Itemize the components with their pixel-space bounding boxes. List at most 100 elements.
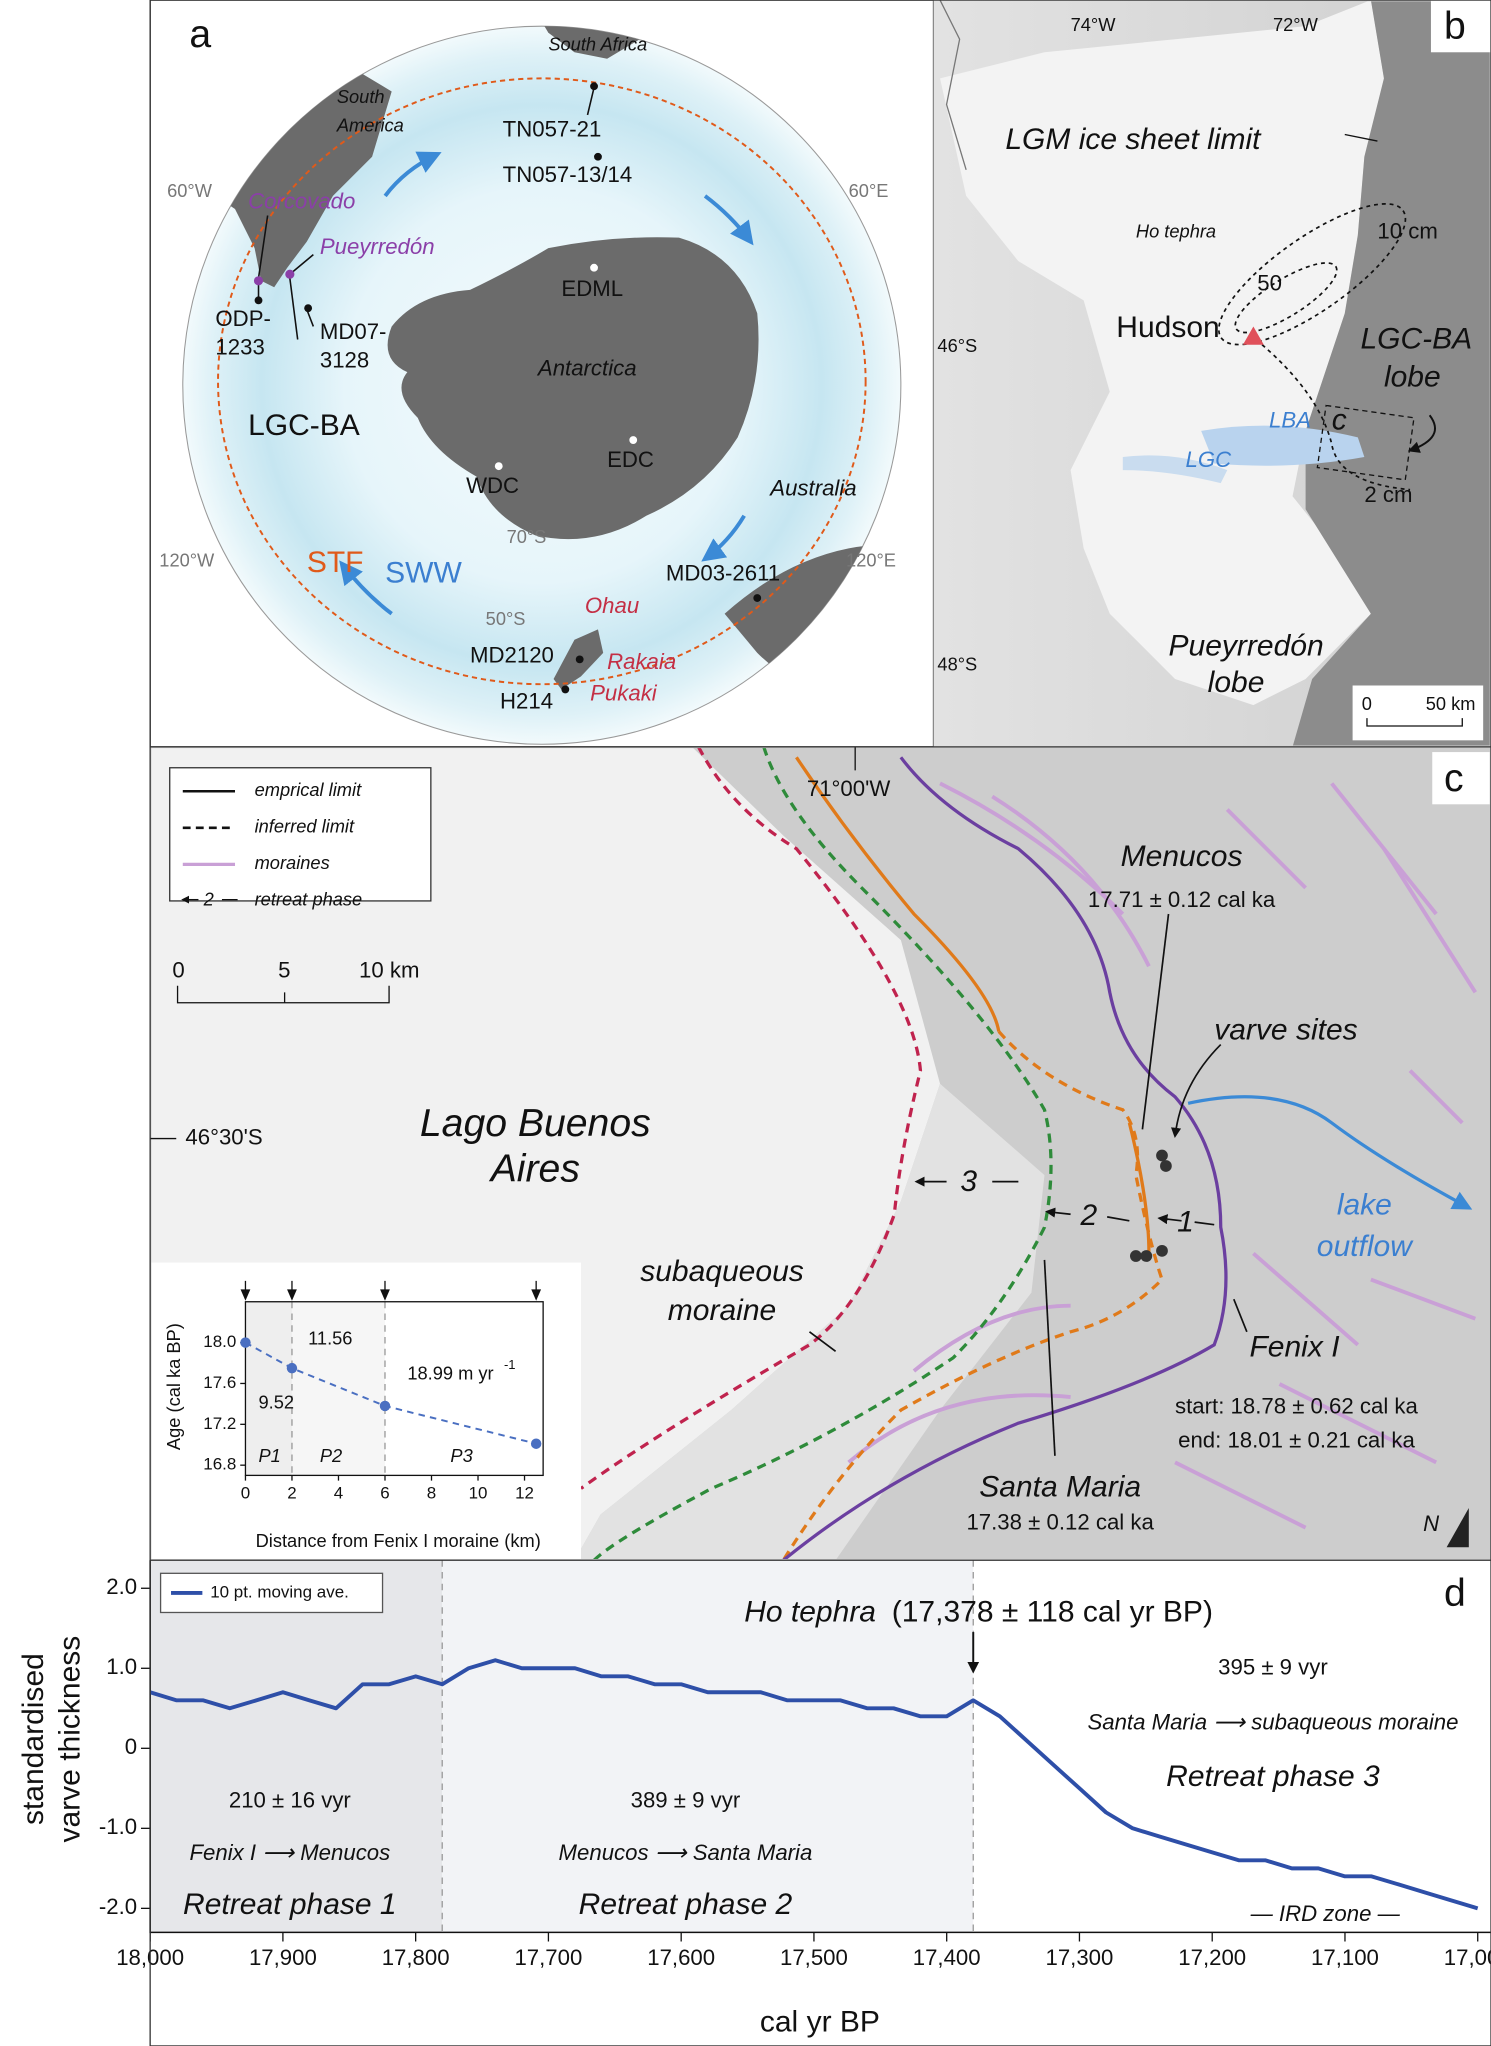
limit-line [782,756,1228,1559]
lowland [575,1083,1045,1559]
x-tick-label: 17,900 [249,1945,317,1970]
plot-frame [244,1301,544,1477]
arrow [703,194,754,246]
arrow [701,514,746,562]
sites [254,82,762,694]
annotation: 9.52 [259,1391,295,1412]
scale-bar [176,985,390,1004]
inset-label: c [1332,404,1347,437]
annotation: Fenix I ⟶ Menucos [189,1840,390,1865]
legend-label: 10 pt. moving ave. [210,1582,349,1601]
legend-label: inferred limit [255,816,355,837]
lon-label: 60°W [167,180,213,201]
site-label: Corcovado [248,188,355,213]
lat-label: 46°S [937,335,977,356]
scale-bar [1366,718,1463,727]
annotation: 389 ± 9 vyr [631,1788,741,1813]
outflow [1187,1095,1473,1210]
site-label: EDML [561,276,623,301]
outflow-label: outflow [1317,1230,1414,1263]
age-label: end: 18.01 ± 0.21 cal ka [1178,1427,1415,1452]
site-label: H214 [500,688,553,713]
x-tick-label: 17,200 [1178,1945,1246,1970]
volcano-label: Hudson [1116,311,1219,344]
isopach-label: 2 cm [1364,482,1412,507]
annotation: P3 [450,1445,472,1466]
y-tick-label: 17.6 [203,1373,236,1392]
y-tick-label: -2.0 [99,1894,137,1919]
annotation: Retreat phase 3 [1166,1760,1380,1793]
arrow [1407,414,1436,453]
x-tick-label: 0 [241,1484,250,1503]
region-label: Antarctica [536,355,637,380]
x-tick-label: 2 [287,1484,296,1503]
isopach-label: 50 [1257,271,1282,296]
stf-front [217,77,867,686]
lobe-label: Pueyrredón [1169,630,1324,663]
y-tick-label: 16.8 [203,1455,236,1474]
legend-label: emprical limit [255,779,362,800]
site-label: 1233 [215,335,264,360]
data-point [240,1337,251,1348]
annotation: 210 ± 16 vyr [229,1788,352,1813]
moraine-label: Fenix I [1249,1331,1339,1364]
isopachs [1217,203,1411,491]
foreland [1292,1,1490,746]
lon-label: 60°E [849,180,889,201]
north-arrow [1446,1508,1469,1548]
panel-letter: d [1444,1572,1466,1615]
x-tick-label: 10 [469,1484,488,1503]
varve-sites [1130,1149,1172,1262]
site-label: TN057-21 [503,116,602,141]
panel-letter: a [189,13,211,56]
site-label: TN057-13/14 [503,162,633,187]
x-tick-label: 17,400 [913,1945,981,1970]
data-point [379,1400,391,1412]
site-label: MD2120 [470,643,554,668]
sww-arrows [339,151,754,616]
phase-span [442,1560,974,1933]
x-tick-label: 17,500 [780,1945,848,1970]
x-tick-label: 6 [380,1484,389,1503]
phase-arrow [380,1280,390,1301]
moraine-label: Santa Maria [979,1470,1141,1503]
panel-a: a South Africa South America 60°W 60°E 1… [149,0,935,748]
lon-label: 72°W [1273,14,1319,35]
phase-span [245,1301,292,1476]
moraines [847,781,1477,1530]
x-tick-label: 17,100 [1311,1945,1379,1970]
annotation: P2 [320,1445,342,1466]
region-label: Australia [768,476,856,501]
x-tick-label: 8 [427,1484,436,1503]
annotation: — IRD zone — [1250,1901,1401,1926]
site-label: Pukaki [590,680,658,705]
site-label: varve sites [1214,1013,1357,1046]
site-label: EDC [607,447,654,472]
lat-label: 50°S [486,608,526,629]
limit-line [1127,1122,1151,1254]
y-axis-label: Age (cal ka BP) [163,1323,184,1450]
scale-label: 10 km [359,957,419,982]
panel-letter: b [1444,5,1466,48]
lon-label: 71°00'W [807,776,890,801]
lat-label: 70°S [507,526,547,547]
phase-arrow [240,1280,251,1301]
isopach-label: 10 cm [1377,218,1437,243]
y-tick-label: 18.0 [203,1332,236,1351]
age-label: 17.38 ± 0.12 cal ka [966,1510,1154,1535]
phase-label: 3 [960,1165,977,1198]
wind-label: SWW [385,556,462,589]
lobe-label: lobe [1384,361,1441,394]
moraine-label: moraine [668,1294,776,1327]
limit-label: LGM ice sheet limit [1005,123,1262,156]
tephra-label: Ho tephra [1136,220,1216,241]
phase-label: 1 [1177,1205,1194,1238]
data-point [286,1362,298,1374]
x-tick-label: 17,000 [1444,1945,1491,1970]
panel-letter: c [1444,757,1464,800]
panel-c: c emprical limit inferred limit moraines… [150,746,1491,1561]
y-tick-label: 2.0 [106,1574,137,1599]
legend-label: 2 [203,889,214,910]
y-tick-label: 17.2 [203,1414,236,1433]
